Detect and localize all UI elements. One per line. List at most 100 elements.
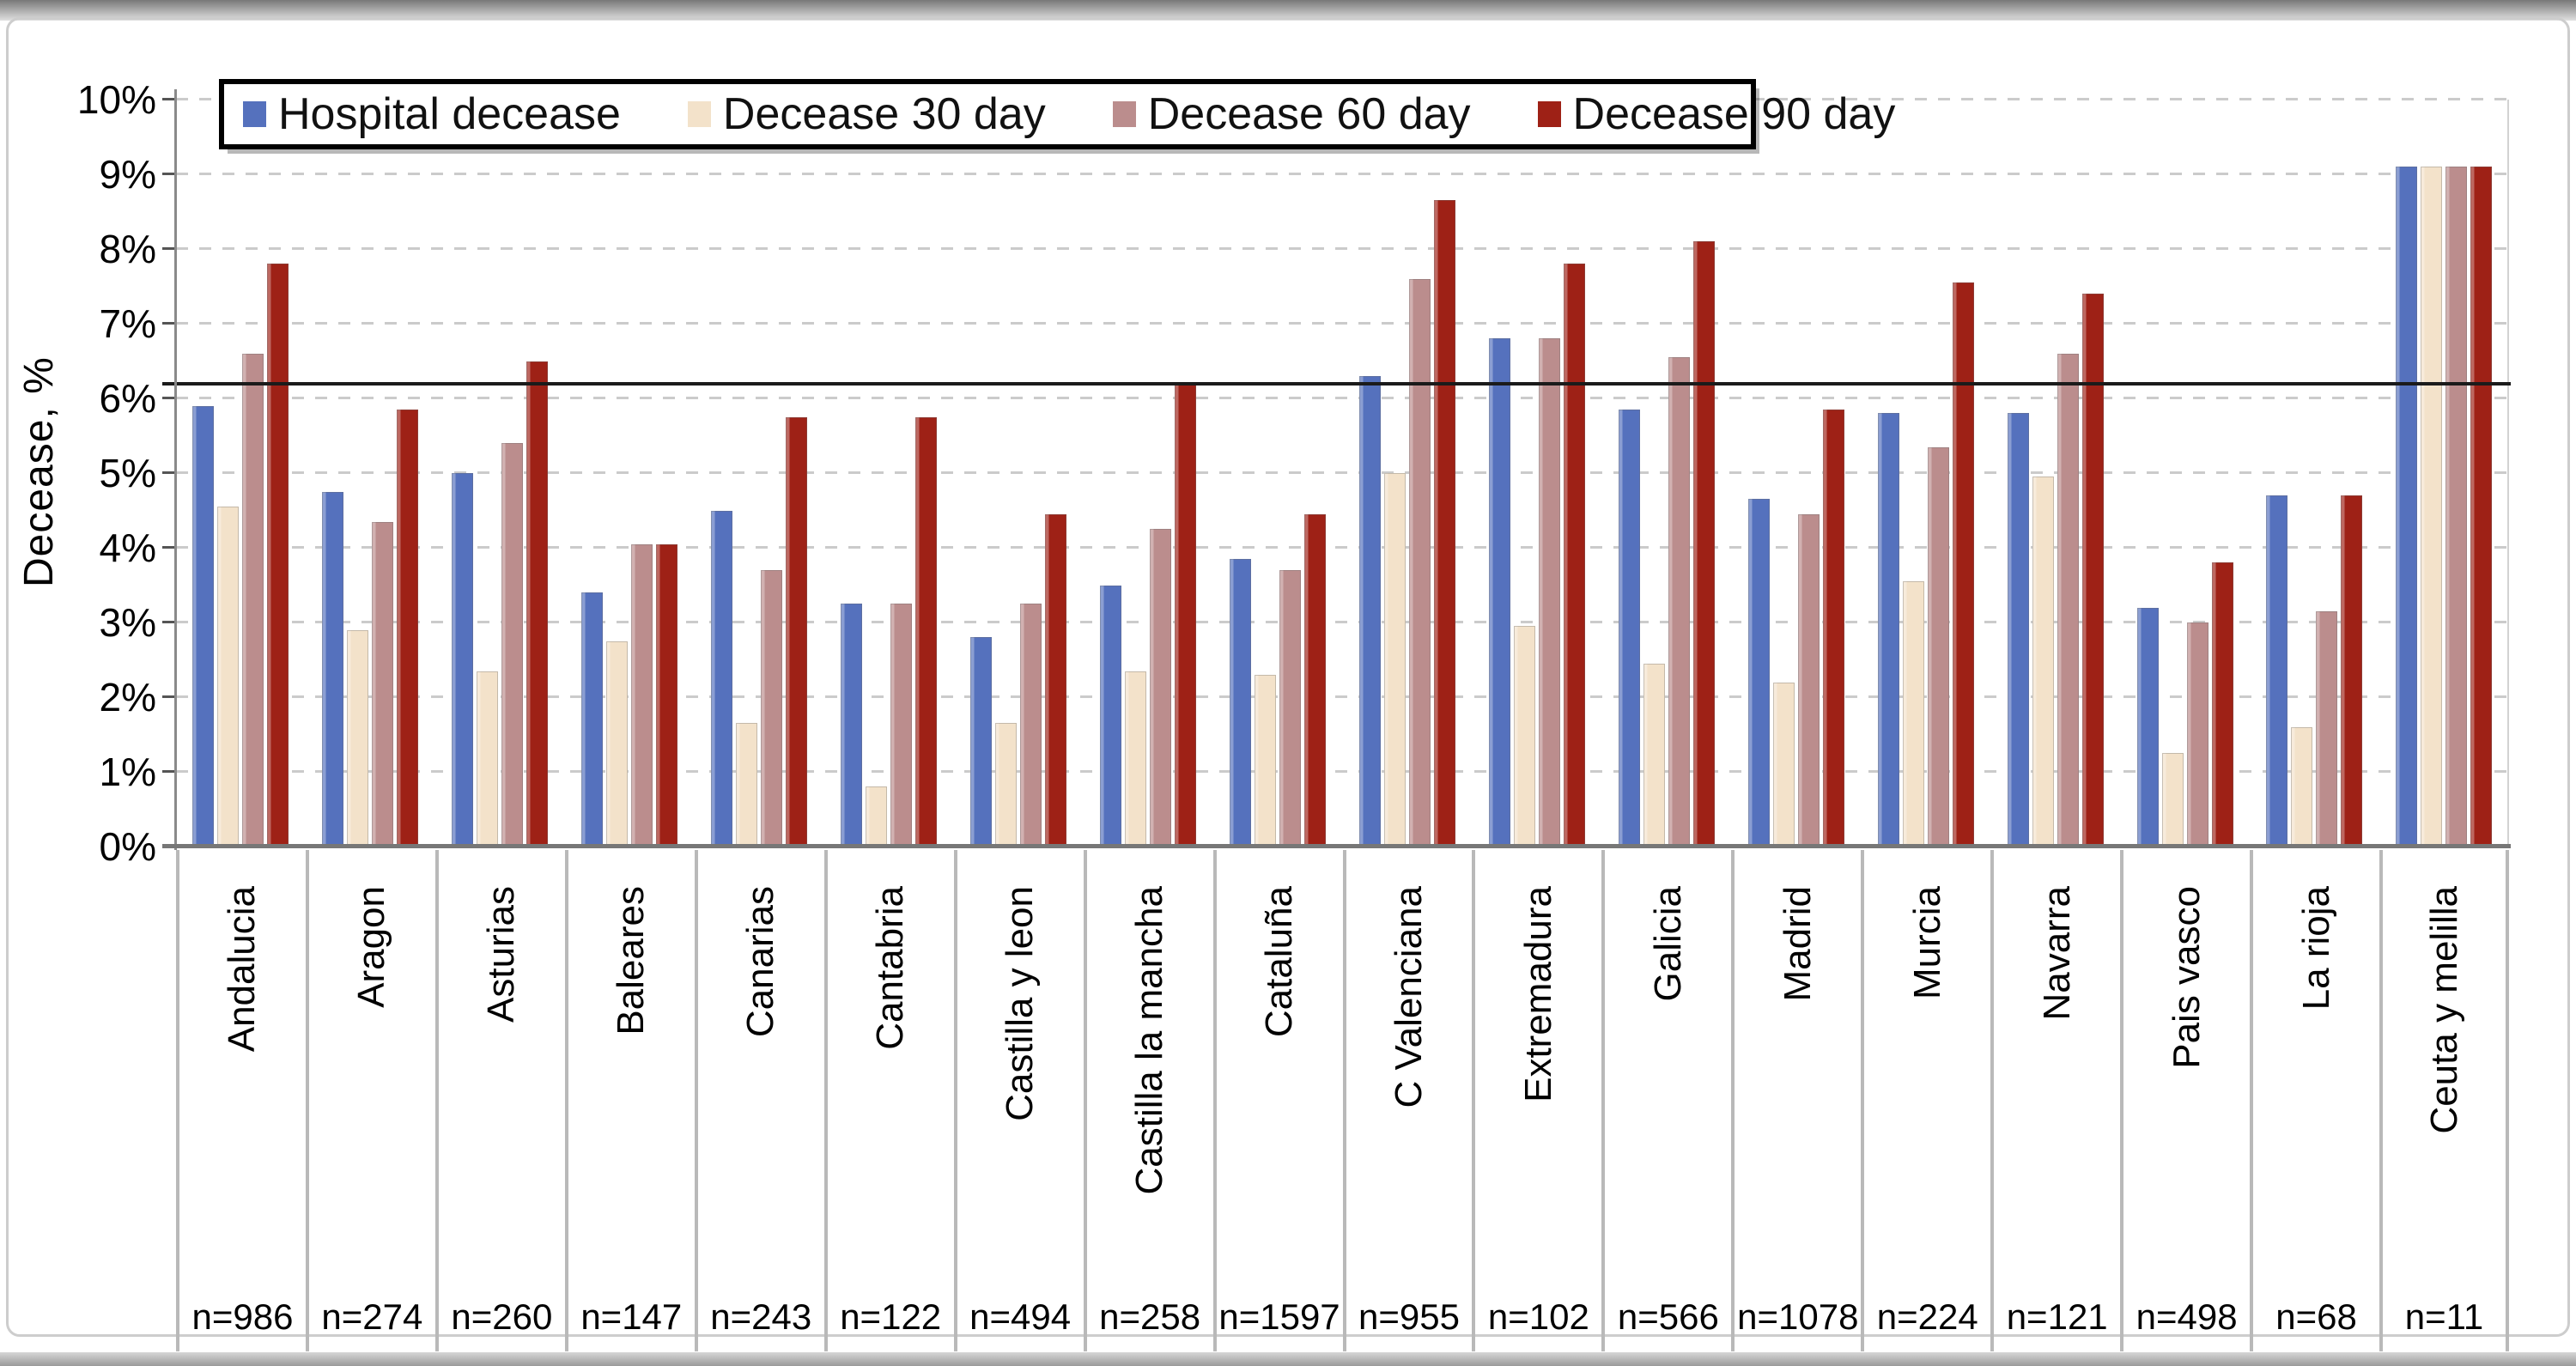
- bar-group-baleares: [565, 100, 695, 847]
- sample-size-label-castilla-y-leon: n=494: [969, 1296, 1072, 1337]
- bar-group-navarra: [1990, 100, 2120, 847]
- y-tick-mark-4pct: [162, 546, 176, 549]
- y-tick-mark-9pct: [162, 173, 176, 175]
- bar-hospital-decease-c-valenciana: [1358, 375, 1381, 847]
- bar-decease-60-day-andalucia: [242, 353, 264, 847]
- sample-size-label-murcia: n=224: [1876, 1296, 1978, 1337]
- legend-label-decease-30-day: Decease 30 day: [722, 89, 1046, 139]
- bar-group-castilla-la-mancha: [1084, 100, 1213, 847]
- bar-decease-30-day-asturias: [477, 671, 499, 847]
- bar-decease-90-day-baleares: [656, 543, 678, 847]
- x-axis-line: [162, 844, 2511, 848]
- x-category-label-murcia: Murcia: [1905, 886, 1948, 1000]
- y-tick-mark-6pct: [162, 397, 176, 399]
- legend-swatch-hospital-decease-icon: [243, 101, 266, 127]
- bar-group-asturias: [435, 100, 565, 847]
- bar-decease-90-day-murcia: [1952, 282, 1974, 847]
- bar-decease-60-day-cantabria: [890, 604, 913, 847]
- bar-decease-90-day-ceuta-y-melilla: [2470, 167, 2493, 847]
- y-tick-label-4pct: 4%: [99, 525, 156, 570]
- x-category-label-galicia: Galicia: [1646, 886, 1689, 1002]
- bar-hospital-decease-cantabria: [841, 604, 863, 847]
- x-category-label-ceuta-y-melilla: Ceuta y melilla: [2422, 886, 2465, 1134]
- legend-label-hospital-decease: Hospital decease: [278, 89, 621, 139]
- legend-swatch-decease-30-day-icon: [687, 101, 711, 127]
- bar-decease-60-day-baleares: [631, 543, 653, 847]
- bar-decease-30-day-c-valenciana: [1383, 473, 1406, 847]
- y-tick-label-5pct: 5%: [99, 451, 156, 495]
- page-bottom-edge: [0, 1352, 2576, 1366]
- plot-right-border: [2507, 100, 2509, 847]
- legend-item-decease-30-day: Decease 30 day: [687, 88, 1046, 140]
- x-category-cell-c-valenciana: C Valenciana n=955: [1342, 850, 1473, 1351]
- x-category-label-c-valenciana: C Valenciana: [1387, 886, 1430, 1108]
- bar-decease-30-day-madrid: [1772, 682, 1795, 847]
- bar-decease-30-day-navarra: [2032, 477, 2054, 847]
- bar-decease-90-day-canarias: [786, 416, 808, 847]
- x-category-cell-baleares: Baleares n=147: [564, 850, 695, 1351]
- bar-decease-90-day-extremadura: [1563, 264, 1585, 847]
- bar-decease-60-day-ceuta-y-melilla: [2445, 167, 2468, 847]
- bar-decease-30-day-castilla-y-leon: [995, 723, 1018, 847]
- x-category-cell-galicia: Galicia n=566: [1601, 850, 1731, 1351]
- x-category-label-cantabria: Cantabria: [869, 886, 912, 1050]
- bar-decease-30-day-galicia: [1643, 663, 1665, 847]
- bar-decease-90-day-navarra: [2081, 294, 2104, 847]
- bar-decease-30-day-baleares: [606, 641, 629, 847]
- x-category-cell-andalucia: Andalucia n=986: [176, 850, 306, 1351]
- y-tick-mark-5pct: [162, 471, 176, 474]
- x-category-label-extremadura: Extremadura: [1516, 886, 1559, 1102]
- gridline-8pct: [176, 247, 2509, 250]
- x-category-label-andalucia: Andalucia: [221, 886, 264, 1053]
- legend-item-decease-60-day: Decease 60 day: [1112, 88, 1471, 140]
- y-tick-label-10pct: 10%: [76, 77, 156, 122]
- gridline-3pct: [176, 621, 2509, 623]
- gridline-9pct: [176, 173, 2509, 175]
- bar-group-canarias: [695, 100, 824, 847]
- bar-decease-30-day-extremadura: [1513, 626, 1535, 847]
- gridline-1pct: [176, 770, 2509, 773]
- bar-hospital-decease-navarra: [2007, 413, 2029, 847]
- bar-hospital-decease-madrid: [1747, 499, 1770, 847]
- x-category-label-canarias: Canarias: [739, 886, 782, 1038]
- bar-decease-30-day-murcia: [1902, 581, 1924, 847]
- bar-hospital-decease-galicia: [1618, 410, 1640, 847]
- sample-size-label-asturias: n=260: [451, 1296, 553, 1337]
- bar-decease-90-day-castilla-y-leon: [1045, 513, 1067, 847]
- bar-decease-90-day-madrid: [1822, 410, 1844, 847]
- bar-group-madrid: [1731, 100, 1861, 847]
- sample-size-label-pais-vasco: n=498: [2136, 1296, 2238, 1337]
- x-category-cell-navarra: Navarra n=121: [1990, 850, 2120, 1351]
- gridline-7pct: [176, 322, 2509, 325]
- bar-decease-90-day-castilla-la-mancha: [1175, 383, 1197, 847]
- sample-size-label-castilla-la-mancha: n=258: [1099, 1296, 1201, 1337]
- sample-size-label-c-valenciana: n=955: [1358, 1296, 1460, 1337]
- gridline-4pct: [176, 546, 2509, 549]
- bar-decease-90-day-la-rioja: [2341, 495, 2363, 847]
- x-category-cell-canarias: Canarias n=243: [694, 850, 824, 1351]
- sample-size-label-madrid: n=1078: [1737, 1296, 1859, 1337]
- bar-hospital-decease-murcia: [1877, 413, 1899, 847]
- bar-decease-60-day-asturias: [501, 443, 524, 847]
- x-category-label-la-rioja: La rioja: [2294, 886, 2337, 1011]
- y-tick-label-3pct: 3%: [99, 600, 156, 645]
- x-category-cell-madrid: Madrid n=1078: [1731, 850, 1861, 1351]
- sample-size-label-la-rioja: n=68: [2275, 1296, 2357, 1337]
- bar-group-castilla-y-leon: [954, 100, 1084, 847]
- bar-decease-60-day-c-valenciana: [1408, 278, 1431, 847]
- mean-reference-line: [162, 381, 2511, 386]
- bar-decease-60-day-castilla-y-leon: [1020, 604, 1042, 847]
- x-category-label-castilla-y-leon: Castilla y leon: [999, 886, 1042, 1121]
- bar-group-pais-vasco: [2120, 100, 2250, 847]
- bar-decease-60-day-canarias: [761, 570, 783, 847]
- bar-decease-30-day-ceuta-y-melilla: [2421, 167, 2443, 847]
- bar-decease-60-day-pais-vasco: [2186, 622, 2208, 847]
- y-tick-label-6pct: 6%: [99, 376, 156, 421]
- sample-size-label-extremadura: n=102: [1487, 1296, 1589, 1337]
- sample-size-label-galicia: n=566: [1617, 1296, 1719, 1337]
- bar-decease-60-day-galicia: [1668, 357, 1690, 847]
- bar-group-la-rioja: [2250, 100, 2379, 847]
- bar-decease-60-day-navarra: [2057, 353, 2079, 847]
- legend: Hospital decease Decease 30 day Decease 60…: [219, 79, 1895, 149]
- bar-decease-60-day-extremadura: [1538, 338, 1560, 847]
